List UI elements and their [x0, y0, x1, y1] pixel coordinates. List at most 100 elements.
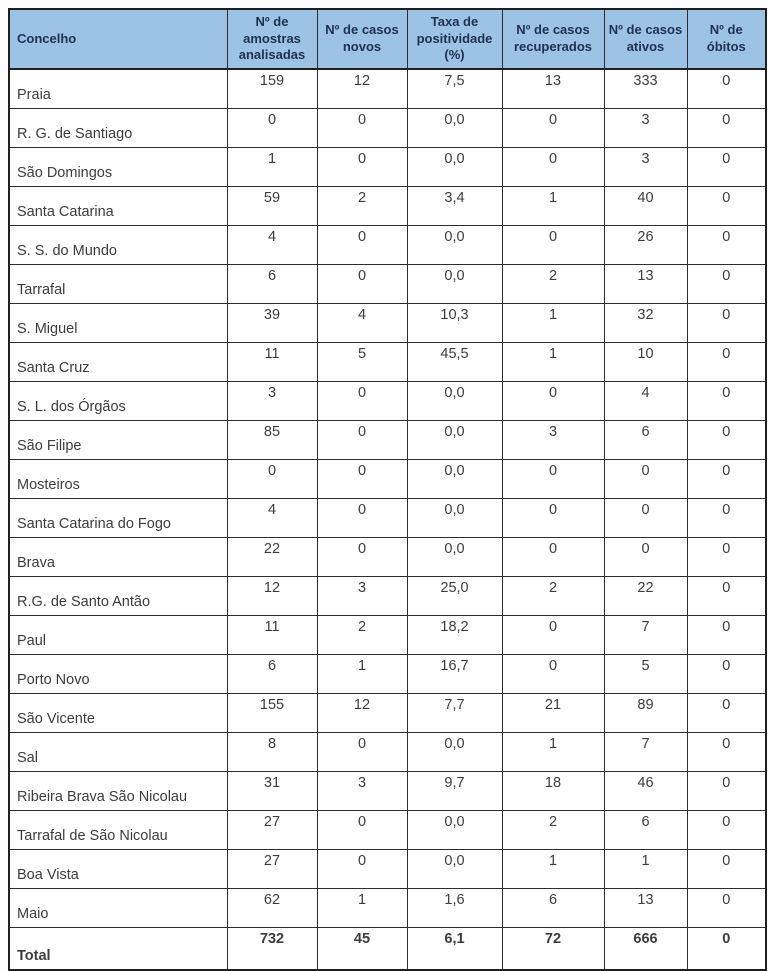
value-cell: 72 — [501, 927, 605, 971]
value-cell: 0,0 — [406, 537, 503, 577]
value-cell: 26 — [603, 225, 688, 265]
table-row: Mosteiros 0 0 0,0 0 0 0 — [8, 459, 767, 499]
value-cell: 11 — [226, 615, 318, 655]
column-header-novos: Nº de casos novos — [316, 8, 408, 70]
concelho-cell: S. S. do Mundo — [8, 225, 228, 265]
column-header-amostras: Nº de amostras analisadas — [226, 8, 318, 70]
table-row: S. L. dos Órgãos 3 0 0,0 0 4 0 — [8, 381, 767, 421]
value-cell: 0 — [686, 732, 767, 772]
value-cell: 8 — [226, 732, 318, 772]
covid-concelho-table: Concelho Nº de amostras analisadas Nº de c… — [8, 8, 767, 971]
value-cell: 2 — [501, 576, 605, 616]
value-cell: 0 — [316, 420, 408, 460]
value-cell: 18,2 — [406, 615, 503, 655]
value-cell: 3 — [316, 576, 408, 616]
value-cell: 1,6 — [406, 888, 503, 928]
value-cell: 6 — [226, 654, 318, 694]
value-cell: 11 — [226, 342, 318, 382]
value-cell: 6 — [501, 888, 605, 928]
value-cell: 0 — [316, 147, 408, 187]
value-cell: 0 — [501, 459, 605, 499]
concelho-cell: Maio — [8, 888, 228, 928]
concelho-cell: Santa Catarina — [8, 186, 228, 226]
value-cell: 0 — [316, 459, 408, 499]
value-cell: 4 — [226, 498, 318, 538]
concelho-cell: São Vicente — [8, 693, 228, 733]
value-cell: 0 — [686, 771, 767, 811]
value-cell: 0 — [686, 147, 767, 187]
table-row: S. Miguel 39 4 10,3 1 32 0 — [8, 303, 767, 343]
concelho-cell: Santa Cruz — [8, 342, 228, 382]
value-cell: 18 — [501, 771, 605, 811]
value-cell: 3 — [603, 108, 688, 148]
value-cell: 21 — [501, 693, 605, 733]
value-cell: 1 — [501, 303, 605, 343]
value-cell: 9,7 — [406, 771, 503, 811]
concelho-cell: Ribeira Brava São Nicolau — [8, 771, 228, 811]
value-cell: 2 — [501, 264, 605, 304]
table-row: R.G. de Santo Antão 12 3 25,0 2 22 0 — [8, 576, 767, 616]
concelho-cell: Praia — [8, 68, 228, 109]
value-cell: 1 — [501, 342, 605, 382]
value-cell: 0,0 — [406, 381, 503, 421]
table-row: Paul 11 2 18,2 0 7 0 — [8, 615, 767, 655]
value-cell: 22 — [226, 537, 318, 577]
table-row: Porto Novo 6 1 16,7 0 5 0 — [8, 654, 767, 694]
concelho-cell: R.G. de Santo Antão — [8, 576, 228, 616]
concelho-cell: Tarrafal — [8, 264, 228, 304]
value-cell: 0 — [316, 381, 408, 421]
table-row: S. S. do Mundo 4 0 0,0 0 26 0 — [8, 225, 767, 265]
value-cell: 0,0 — [406, 108, 503, 148]
table-row: Santa Catarina 59 2 3,4 1 40 0 — [8, 186, 767, 226]
value-cell: 0 — [316, 108, 408, 148]
value-cell: 0,0 — [406, 459, 503, 499]
value-cell: 3 — [316, 771, 408, 811]
value-cell: 0,0 — [406, 225, 503, 265]
value-cell: 7 — [603, 732, 688, 772]
value-cell: 0,0 — [406, 732, 503, 772]
value-cell: 6 — [226, 264, 318, 304]
value-cell: 0 — [686, 68, 767, 109]
value-cell: 0 — [686, 693, 767, 733]
table-row: Ribeira Brava São Nicolau 31 3 9,7 18 46 0 — [8, 771, 767, 811]
value-cell: 666 — [603, 927, 688, 971]
value-cell: 0 — [603, 459, 688, 499]
table-row: Praia 159 12 7,5 13 333 0 — [8, 68, 767, 109]
value-cell: 0 — [686, 498, 767, 538]
value-cell: 0 — [501, 108, 605, 148]
table-row: São Filipe 85 0 0,0 3 6 0 — [8, 420, 767, 460]
table-row: São Vicente 155 12 7,7 21 89 0 — [8, 693, 767, 733]
value-cell: 0 — [686, 108, 767, 148]
value-cell: 0 — [686, 576, 767, 616]
value-cell: 5 — [316, 342, 408, 382]
value-cell: 0 — [501, 654, 605, 694]
value-cell: 0,0 — [406, 810, 503, 850]
value-cell: 0 — [686, 225, 767, 265]
column-header-concelho: Concelho — [8, 8, 228, 70]
value-cell: 0 — [686, 420, 767, 460]
value-cell: 12 — [226, 576, 318, 616]
value-cell: 3 — [603, 147, 688, 187]
column-header-obitos: Nº de óbitos — [686, 8, 767, 70]
value-cell: 1 — [501, 732, 605, 772]
value-cell: 0 — [686, 303, 767, 343]
value-cell: 0,0 — [406, 420, 503, 460]
value-cell: 32 — [603, 303, 688, 343]
value-cell: 4 — [603, 381, 688, 421]
value-cell: 333 — [603, 68, 688, 109]
value-cell: 1 — [316, 654, 408, 694]
value-cell: 6,1 — [406, 927, 503, 971]
column-header-taxa: Taxa de positividade (%) — [406, 8, 503, 70]
value-cell: 10,3 — [406, 303, 503, 343]
column-header-recuperados: Nº de casos recuperados — [501, 8, 605, 70]
concelho-cell: Brava — [8, 537, 228, 577]
table-row: Brava 22 0 0,0 0 0 0 — [8, 537, 767, 577]
value-cell: 85 — [226, 420, 318, 460]
value-cell: 6 — [603, 420, 688, 460]
concelho-cell: São Domingos — [8, 147, 228, 187]
value-cell: 62 — [226, 888, 318, 928]
value-cell: 0 — [501, 225, 605, 265]
value-cell: 45 — [316, 927, 408, 971]
total-row: Total 732 45 6,1 72 666 0 — [8, 927, 767, 971]
table-row: Sal 8 0 0,0 1 7 0 — [8, 732, 767, 772]
